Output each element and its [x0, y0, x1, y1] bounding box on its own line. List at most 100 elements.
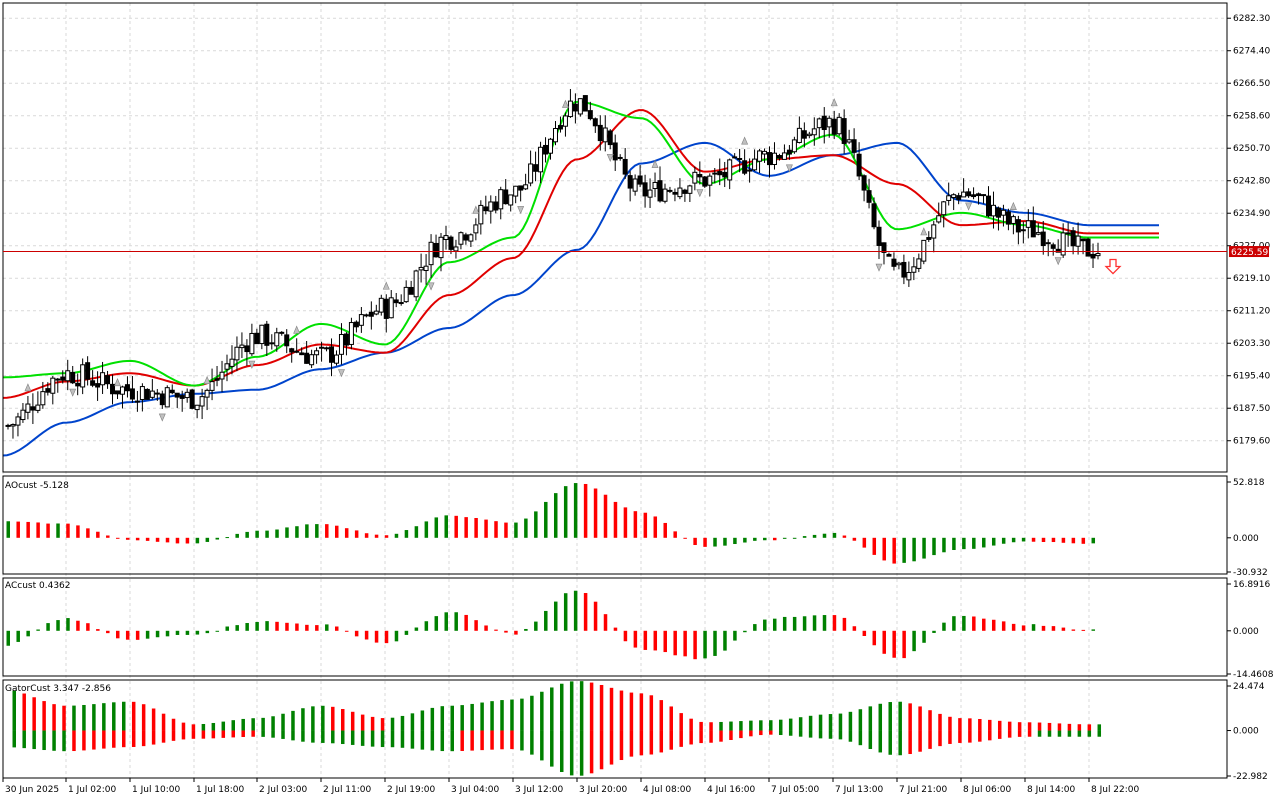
- ac-bar: [315, 625, 319, 631]
- candle: [672, 188, 678, 202]
- gator-title: GatorCust 3.347 -2.856: [5, 684, 111, 694]
- candle-body: [463, 234, 469, 241]
- candle-body: [353, 321, 359, 328]
- gator-lower-bar: [689, 730, 693, 745]
- candle: [65, 359, 71, 391]
- candle-body: [204, 389, 210, 398]
- candle-body: [304, 352, 310, 364]
- ac-bar: [96, 629, 100, 631]
- ac-bar: [812, 615, 817, 631]
- candle-body: [358, 314, 364, 326]
- gator-lower-bar: [868, 730, 873, 750]
- candle: [762, 148, 768, 163]
- gator-lower-bar: [480, 730, 484, 751]
- candle-body: [995, 207, 1001, 218]
- gator-lower-bar: [340, 730, 345, 745]
- gator-lower-bar: [958, 730, 962, 743]
- time-tick-label: 4 Jul 16:00: [707, 785, 756, 795]
- gator-upper-bar: [1087, 724, 1092, 731]
- gator-lower-bar: [191, 730, 196, 739]
- gator-upper-bar: [1067, 723, 1072, 731]
- ao-bar: [723, 537, 727, 546]
- fractal-down-icon: [785, 164, 793, 173]
- gator-upper-bar: [141, 704, 146, 731]
- candle-body: [209, 381, 215, 391]
- panel-frame-ac: [2, 577, 1228, 677]
- gator-upper-bar: [1047, 722, 1052, 731]
- gator-lower-bar: [559, 730, 564, 773]
- candle: [767, 146, 773, 178]
- ac-bar: [464, 614, 468, 631]
- price-tick-label: -22.982: [1233, 772, 1268, 782]
- candle-body: [1035, 232, 1041, 235]
- price-tick-label: 52.818: [1233, 478, 1265, 488]
- candle-body: [771, 152, 777, 166]
- ac-bar: [106, 630, 110, 634]
- ao-bar: [544, 501, 548, 538]
- ao-bar: [325, 524, 329, 538]
- ac-bar: [1041, 625, 1046, 631]
- candle-body: [737, 157, 743, 160]
- ac-bar: [1031, 624, 1036, 631]
- gator-upper-bar: [808, 715, 813, 731]
- ao-bar: [872, 537, 877, 555]
- candle: [971, 187, 977, 200]
- ao-bar: [295, 526, 299, 538]
- price-tick-label: 6179.60: [1233, 437, 1270, 447]
- ac-bar: [414, 627, 419, 631]
- candle: [533, 151, 539, 182]
- candle-body: [55, 378, 61, 381]
- ao-bar: [962, 537, 966, 550]
- candle-body: [508, 194, 514, 206]
- gator-upper-bar: [868, 706, 873, 731]
- candle: [114, 390, 120, 400]
- candle-body: [15, 416, 21, 426]
- gator-upper-bar: [679, 713, 683, 731]
- candle-body: [1040, 231, 1046, 247]
- candle: [657, 166, 663, 203]
- gator-lower-bar: [52, 730, 56, 751]
- gator-lower-bar: [171, 730, 176, 741]
- candle: [567, 89, 573, 118]
- gator-upper-bar: [301, 708, 305, 731]
- candle: [851, 128, 857, 159]
- ao-bar: [175, 537, 180, 544]
- ac-bar: [16, 630, 20, 642]
- candle-body: [1080, 238, 1086, 242]
- gator-lower-bar: [241, 730, 245, 737]
- candle: [40, 381, 46, 409]
- ao-bar: [892, 537, 896, 564]
- candle: [75, 373, 81, 396]
- candle-body: [448, 236, 454, 250]
- fractal-down-icon: [517, 206, 525, 215]
- ao-bar: [832, 532, 837, 538]
- gator-lower-bar: [490, 730, 494, 750]
- candle-body: [657, 180, 663, 202]
- candle: [717, 158, 723, 186]
- candle: [1060, 223, 1066, 258]
- gator-lower-bar: [62, 730, 66, 752]
- ao-bar: [305, 524, 309, 538]
- ac-bar: [115, 630, 120, 639]
- candle: [30, 393, 36, 425]
- gator-upper-bar: [1037, 722, 1042, 731]
- candle-body: [607, 130, 613, 146]
- ao-bar: [374, 534, 379, 538]
- fractal-up-icon: [382, 281, 390, 290]
- candle: [597, 115, 603, 151]
- candle-body: [1075, 235, 1081, 247]
- candle: [214, 365, 220, 387]
- ao-bar: [743, 537, 747, 543]
- gator-upper-bar: [838, 713, 843, 731]
- fractal-down-icon: [69, 388, 77, 397]
- time-tick-label: 7 Jul 05:00: [771, 785, 820, 795]
- gator-lower-bar: [450, 730, 454, 752]
- candle: [129, 376, 135, 403]
- gator-lower-bar: [151, 730, 156, 745]
- gator-lower-bar: [1007, 730, 1012, 738]
- candle: [95, 371, 101, 401]
- price-tick-label: 6274.40: [1233, 47, 1270, 57]
- ao-bar: [663, 522, 667, 538]
